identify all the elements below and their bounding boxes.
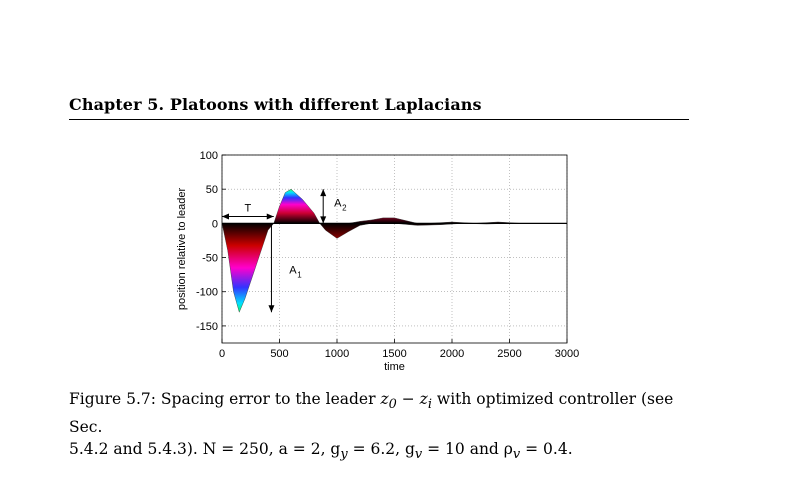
caption-math-z: z0 − zi — [380, 390, 432, 413]
y-tick-label: 50 — [206, 184, 218, 196]
y-tick-label: 0 — [212, 218, 218, 230]
x-tick-label: 1500 — [382, 348, 406, 360]
x-tick-label: 500 — [270, 348, 288, 360]
y-tick-label: -150 — [196, 321, 218, 333]
period-label: T — [245, 203, 252, 215]
x-tick-label: 3000 — [555, 348, 579, 360]
data-areas — [221, 188, 567, 313]
caption-line-2: 5.4.2 and 5.4.3). N = 250, a = 2, gy = 6… — [69, 440, 573, 463]
period-arrow-head-left — [222, 213, 229, 220]
caption-line-1: Figure 5.7: Spacing error to the leader … — [69, 388, 699, 438]
y-tick-label: -50 — [202, 253, 218, 265]
annotations: TA 1A 2 — [222, 189, 347, 313]
amplitude-a1-label: A — [289, 264, 297, 276]
amplitude-a2-label: A — [334, 197, 342, 209]
spacing-error-chart: 0 500 1000 1500 2000 2500 3000100500-50-100-15… — [176, 150, 579, 373]
amplitude-a2-arrow-head-bottom — [320, 216, 327, 224]
amplitude-a1-arrow-head — [268, 305, 275, 313]
x-tick-label: 0 — [219, 348, 225, 360]
chapter-title: Chapter 5. Platoons with different Lapla… — [69, 95, 482, 114]
amplitude-a1-subscript: 1 — [297, 270, 302, 279]
amplitude-a2-arrow-head — [320, 189, 327, 197]
ticks: 0 500 1000 1500 2000 2500 3000100500-50-100-15… — [196, 150, 579, 360]
amplitude-a2-subscript: 2 — [342, 203, 347, 212]
caption-text: Figure 5.7: Spacing error to the leader — [69, 390, 381, 408]
y-tick-label: 100 — [200, 150, 218, 162]
period-arrow-head-right — [266, 213, 274, 220]
x-tick-label: 2500 — [497, 348, 521, 360]
grid — [221, 154, 568, 343]
chapter-header: Chapter 5. Platoons with different Lapla… — [69, 95, 689, 120]
x-tick-label: 2000 — [440, 348, 464, 360]
y-axis-label: position relative to leader — [176, 188, 188, 311]
caption-params: 5.4.2 and 5.4.3). N = 250, a = 2, g — [69, 440, 341, 459]
x-tick-label: 1000 — [325, 348, 349, 360]
figure-caption: Figure 5.7: Spacing error to the leader … — [69, 388, 699, 466]
caption-text-after: with optimized controller (see Sec. — [69, 390, 674, 437]
y-tick-label: -100 — [196, 287, 218, 299]
x-axis-label: time — [384, 361, 405, 373]
figure: 0 500 1000 1500 2000 2500 3000 100 50 0 -50 -100 -15… — [170, 145, 590, 380]
